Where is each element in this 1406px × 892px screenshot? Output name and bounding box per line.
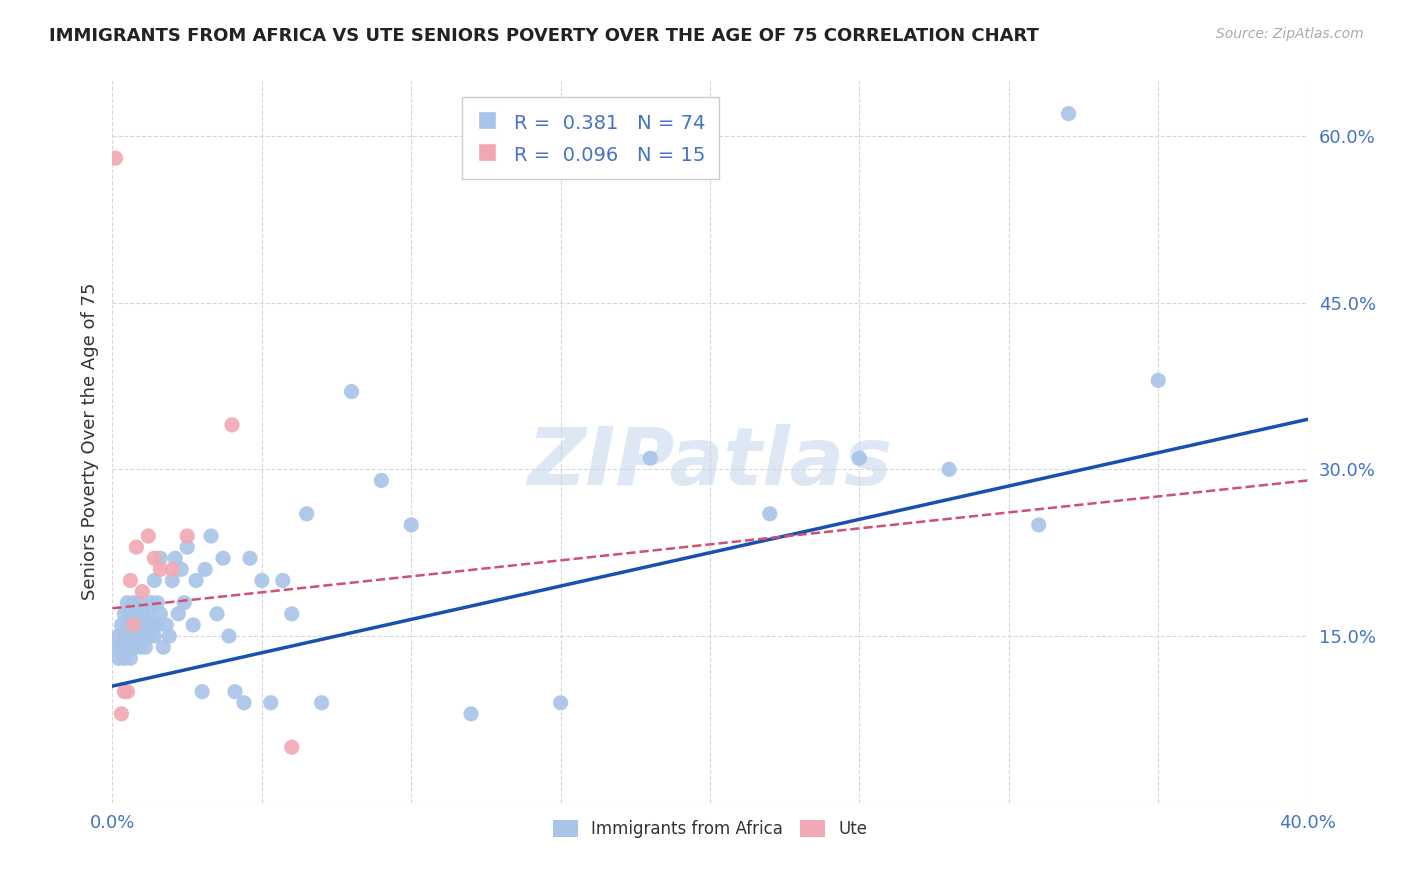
Point <box>110 618 132 632</box>
Point <box>173 596 195 610</box>
Legend: Immigrants from Africa, Ute: Immigrants from Africa, Ute <box>547 814 873 845</box>
Point <box>117 640 139 655</box>
Point <box>281 740 304 755</box>
Point <box>131 607 153 621</box>
Point <box>401 517 423 532</box>
Point <box>155 618 177 632</box>
Point <box>191 684 214 698</box>
Point <box>1057 106 1080 120</box>
Point <box>221 417 243 432</box>
Point <box>271 574 294 588</box>
Point <box>167 607 190 621</box>
Point <box>107 651 129 665</box>
Point <box>938 462 960 476</box>
Point <box>181 618 204 632</box>
Point <box>1028 517 1050 532</box>
Text: IMMIGRANTS FROM AFRICA VS UTE SENIORS POVERTY OVER THE AGE OF 75 CORRELATION CHA: IMMIGRANTS FROM AFRICA VS UTE SENIORS PO… <box>49 27 1039 45</box>
Point <box>311 696 333 710</box>
Point <box>125 629 148 643</box>
Point <box>120 629 142 643</box>
Point <box>200 529 222 543</box>
Point <box>107 629 129 643</box>
Point <box>1147 373 1170 387</box>
Point <box>205 607 228 621</box>
Text: ZIPatlas: ZIPatlas <box>527 425 893 502</box>
Point <box>114 651 135 665</box>
Point <box>152 640 174 655</box>
Point <box>131 629 153 643</box>
Text: Source: ZipAtlas.com: Source: ZipAtlas.com <box>1216 27 1364 41</box>
Point <box>143 629 166 643</box>
Point <box>218 629 240 643</box>
Point <box>149 551 172 566</box>
Point <box>157 629 180 643</box>
Point <box>162 562 183 576</box>
Point <box>138 529 160 543</box>
Point <box>176 529 198 543</box>
Point <box>128 618 150 632</box>
Point <box>640 451 662 466</box>
Point <box>239 551 262 566</box>
Point <box>120 574 142 588</box>
Point <box>149 562 172 576</box>
Point <box>138 607 160 621</box>
Point <box>250 574 273 588</box>
Point <box>110 640 132 655</box>
Point <box>340 384 363 399</box>
Point <box>128 596 150 610</box>
Point <box>120 651 142 665</box>
Point <box>114 629 135 643</box>
Point <box>120 607 142 621</box>
Point <box>110 706 132 721</box>
Point <box>122 640 145 655</box>
Point <box>128 640 150 655</box>
Point <box>370 474 392 488</box>
Point <box>125 607 148 621</box>
Point <box>114 684 135 698</box>
Point <box>212 551 235 566</box>
Point <box>131 584 153 599</box>
Point <box>138 629 160 643</box>
Point <box>146 618 169 632</box>
Point <box>134 640 156 655</box>
Point <box>122 596 145 610</box>
Point <box>114 607 135 621</box>
Point <box>460 706 482 721</box>
Point <box>125 540 148 554</box>
Point <box>759 507 782 521</box>
Point <box>550 696 572 710</box>
Point <box>260 696 283 710</box>
Point <box>143 574 166 588</box>
Point <box>295 507 318 521</box>
Point <box>149 607 172 621</box>
Point <box>117 684 139 698</box>
Point <box>122 618 145 632</box>
Point <box>186 574 208 588</box>
Point <box>176 540 198 554</box>
Point <box>170 562 193 576</box>
Point <box>141 618 163 632</box>
Point <box>162 574 183 588</box>
Point <box>141 596 163 610</box>
Point <box>224 684 246 698</box>
Point <box>122 618 145 632</box>
Point <box>194 562 217 576</box>
Point <box>117 618 139 632</box>
Point <box>165 551 187 566</box>
Point <box>104 640 127 655</box>
Point <box>281 607 304 621</box>
Point <box>146 596 169 610</box>
Point <box>117 596 139 610</box>
Point <box>848 451 870 466</box>
Point <box>143 551 166 566</box>
Point <box>104 151 127 165</box>
Y-axis label: Seniors Poverty Over the Age of 75: Seniors Poverty Over the Age of 75 <box>80 283 98 600</box>
Point <box>134 618 156 632</box>
Point <box>233 696 256 710</box>
